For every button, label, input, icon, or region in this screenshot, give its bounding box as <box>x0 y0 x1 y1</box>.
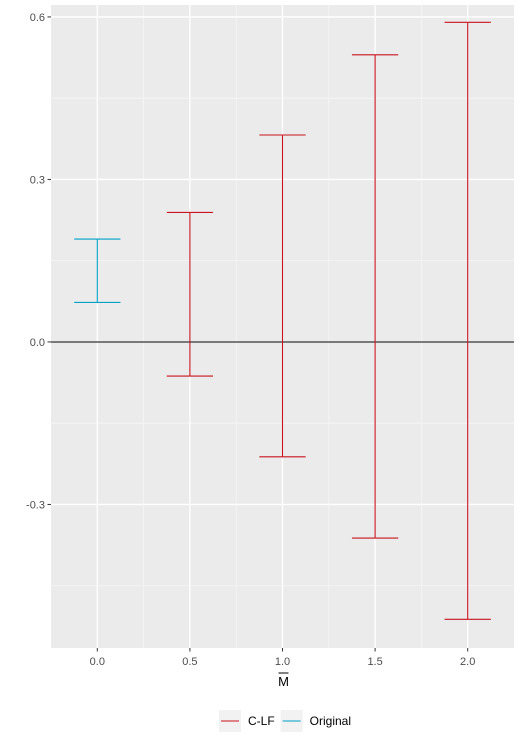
legend-label: Original <box>310 714 351 728</box>
x-axis: 0.0 0.5 1.0 1.5 2.0 <box>90 648 475 668</box>
legend-item: Original <box>280 710 351 732</box>
x-tick-label: 1.5 <box>367 656 382 668</box>
errorbar <box>351 54 399 539</box>
errorbar <box>444 21 491 620</box>
y-axis: -0.3 0.0 0.3 0.6 <box>26 12 51 511</box>
y-tick-label: 0.3 <box>30 174 45 186</box>
y-tick-label: 0.6 <box>30 12 45 24</box>
y-tick-label: -0.3 <box>26 499 45 511</box>
legend: C-LF Original <box>219 710 351 732</box>
y-tick-label: 0.0 <box>30 337 45 349</box>
x-axis-title: M <box>278 674 289 689</box>
errorbar <box>166 211 214 377</box>
x-tick-label: 0.0 <box>90 656 105 668</box>
x-tick-label: 0.5 <box>182 656 197 668</box>
legend-item: C-LF <box>219 710 275 732</box>
errorbar <box>74 238 121 303</box>
legend-label: C-LF <box>248 714 275 728</box>
x-tick-label: 1.0 <box>275 656 290 668</box>
error-bars <box>74 21 491 620</box>
errorbar <box>259 134 306 458</box>
x-tick-label: 2.0 <box>460 656 475 668</box>
